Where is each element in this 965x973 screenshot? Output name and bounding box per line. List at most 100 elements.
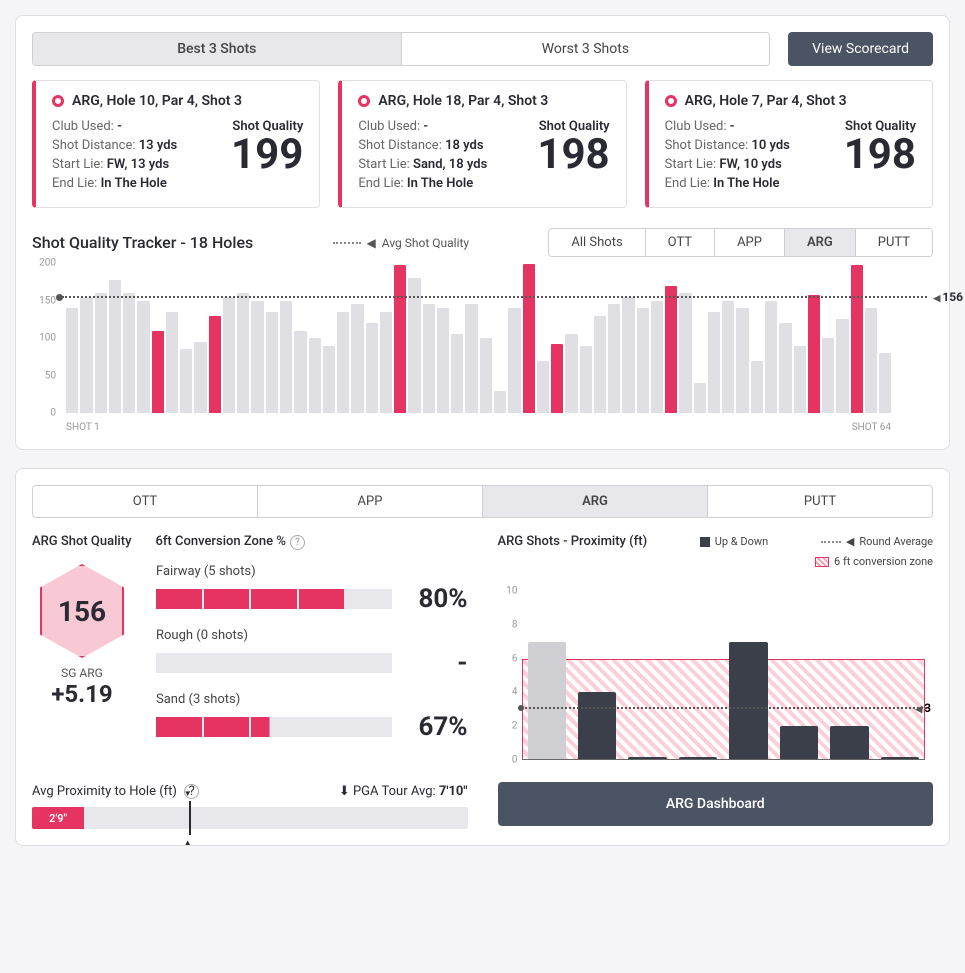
tracker-bar	[679, 293, 691, 413]
arg-dashboard-button[interactable]: ARG Dashboard	[498, 782, 934, 826]
tracker-bar	[351, 304, 363, 413]
tracker-bar	[765, 301, 777, 414]
tracker-bar	[580, 346, 592, 414]
x-label-first: SHOT 1	[66, 422, 100, 433]
tracker-bar	[109, 280, 121, 414]
tracker-bar	[152, 331, 164, 414]
tab-worst-shots[interactable]: Worst 3 Shots	[401, 33, 770, 65]
shot-card-title: ARG, Hole 18, Par 4, Shot 3	[378, 93, 548, 109]
prox-bar	[578, 692, 616, 760]
tracker-bar	[137, 301, 149, 414]
x-label-last: SHOT 64	[852, 422, 891, 433]
filter-tab-ott[interactable]: OTT	[645, 229, 714, 256]
tracker-avg-value: 156	[933, 290, 963, 304]
tracker-bar	[794, 346, 806, 414]
tracker-bar	[523, 264, 535, 413]
shot-card-title: ARG, Hole 10, Par 4, Shot 3	[72, 93, 242, 109]
tracker-bar	[294, 331, 306, 414]
tracker-bar	[394, 265, 406, 414]
prox-value: 2'9"	[49, 812, 67, 825]
tracker-bar	[437, 308, 449, 413]
shot-cards-row: ARG, Hole 10, Par 4, Shot 3 Club Used: -…	[32, 80, 933, 208]
tracker-bar	[194, 342, 206, 413]
tracker-bar	[66, 308, 78, 413]
conv-row: Rough (0 shots) -	[156, 628, 468, 678]
arg-sq-label: ARG Shot Quality	[32, 534, 131, 550]
shot-view-tabs: Best 3 Shots Worst 3 Shots	[32, 32, 770, 66]
p2-tab-arg[interactable]: ARG	[482, 486, 707, 517]
pga-avg: ⬇ PGA Tour Avg: 7'10"	[339, 784, 468, 799]
ring-icon	[52, 95, 64, 107]
tracker-bar	[651, 301, 663, 414]
tracker-bar	[123, 293, 135, 413]
tracker-bar	[879, 353, 891, 413]
tracker-bar	[594, 316, 606, 414]
p2-tab-ott[interactable]: OTT	[33, 486, 257, 517]
ring-icon	[665, 95, 677, 107]
filter-tab-all shots[interactable]: All Shots	[549, 229, 644, 256]
tracker-bar	[423, 304, 435, 413]
proximity-chart: 0246810 3	[498, 574, 934, 774]
p2-tab-putt[interactable]: PUTT	[707, 486, 932, 517]
tracker-bar	[551, 344, 563, 413]
tracker-bar	[223, 297, 235, 413]
tracker-bar	[408, 278, 420, 413]
ring-icon	[358, 95, 370, 107]
tracker-bar	[508, 308, 520, 413]
tracker-bar	[622, 297, 634, 413]
tracker-bar	[694, 383, 706, 413]
sg-label: SG ARG	[32, 666, 132, 680]
arg-detail-panel: OTTAPPARGPUTT ARG Shot Quality 6ft Conve…	[15, 468, 950, 846]
legend-avg-shot-quality: ◀ Avg Shot Quality	[333, 236, 470, 250]
tracker-bar	[865, 308, 877, 413]
pga-marker-icon	[189, 801, 191, 835]
tracker-bar	[722, 301, 734, 414]
conv-pct: -	[408, 648, 468, 678]
prox-bar	[729, 642, 767, 760]
tracker-bar	[480, 338, 492, 413]
filter-tab-arg[interactable]: ARG	[784, 229, 855, 256]
tracker-bar	[166, 312, 178, 413]
tab-best-shots[interactable]: Best 3 Shots	[33, 33, 401, 65]
prox-bar	[780, 726, 818, 760]
legend-round-avg: ◀ Round Average	[821, 535, 933, 548]
prox-chart-title: ARG Shots - Proximity (ft)	[498, 534, 648, 549]
tracker-bar	[209, 316, 221, 414]
hex-score-badge: 156	[40, 564, 124, 658]
pc-avg-value: 3	[915, 701, 931, 715]
tracker-bar	[180, 349, 192, 413]
tracker-bar	[836, 319, 848, 413]
prox-label: Avg Proximity to Hole (ft) ?	[32, 784, 199, 799]
shot-card-2: ARG, Hole 7, Par 4, Shot 3 Club Used: - …	[645, 80, 933, 208]
tracker-bar	[337, 312, 349, 413]
shot-card-1: ARG, Hole 18, Par 4, Shot 3 Club Used: -…	[338, 80, 626, 208]
tracker-filter-tabs: All ShotsOTTAPPARGPUTT	[548, 228, 933, 257]
tracker-bar	[380, 312, 392, 413]
conv-pct: 67%	[408, 712, 468, 742]
tracker-bar	[251, 301, 263, 414]
tracker-bar	[494, 391, 506, 414]
tracker-bar	[822, 338, 834, 413]
prox-bar	[830, 726, 868, 760]
sg-value: +5.19	[32, 680, 132, 708]
tracker-bar	[779, 323, 791, 413]
filter-tab-putt[interactable]: PUTT	[855, 229, 932, 256]
category-tabs: OTTAPPARGPUTT	[32, 485, 933, 518]
shot-quality-value: 198	[844, 134, 916, 176]
p2-tab-app[interactable]: APP	[257, 486, 482, 517]
tracker-bar	[451, 334, 463, 413]
tracker-bar	[80, 297, 92, 413]
view-scorecard-button[interactable]: View Scorecard	[788, 32, 933, 66]
conv-row: Sand (3 shots) 67%	[156, 692, 468, 742]
shot-quality-value: 198	[537, 134, 609, 176]
shot-card-title: ARG, Hole 7, Par 4, Shot 3	[685, 93, 847, 109]
filter-tab-app[interactable]: APP	[714, 229, 784, 256]
tracker-bar	[608, 304, 620, 413]
tracker-bar	[537, 361, 549, 414]
tracker-bar	[95, 293, 107, 413]
help-icon[interactable]: ?	[290, 535, 305, 550]
conv-row: Fairway (5 shots) 80%	[156, 564, 468, 614]
legend-conv-zone: 6 ft conversion zone	[815, 555, 933, 568]
tracker-bar	[565, 334, 577, 413]
conv-zone-label: 6ft Conversion Zone %?	[155, 534, 305, 550]
